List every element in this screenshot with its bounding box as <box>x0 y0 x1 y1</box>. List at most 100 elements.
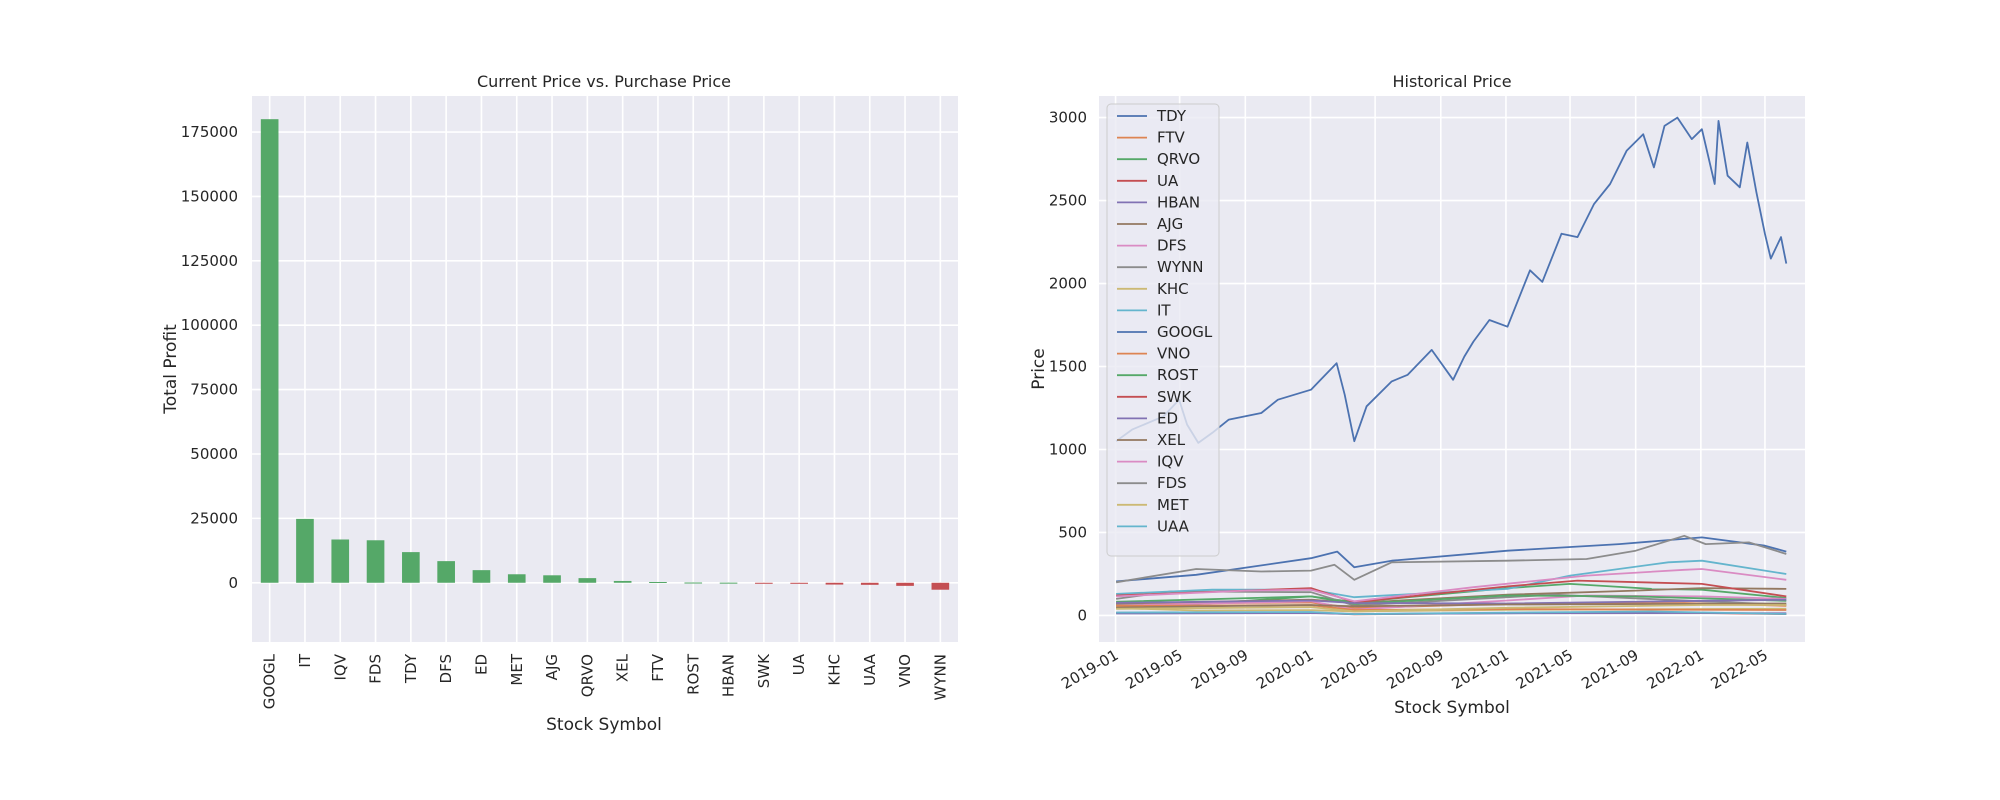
bar-x-tick-label: HBAN <box>720 654 738 697</box>
bar-ajg <box>543 575 561 583</box>
bar-x-tick-label: SWK <box>755 653 773 688</box>
legend-label: AJG <box>1157 215 1183 233</box>
bar-khc <box>825 582 844 585</box>
line-y-tick-label: 2500 <box>1049 192 1087 210</box>
legend-label: FTV <box>1157 129 1186 147</box>
bar-wynn <box>931 582 950 590</box>
line-chart-title: Historical Price <box>1392 72 1511 91</box>
bar-qrvo <box>578 578 597 583</box>
bar-y-tick-label: 50000 <box>190 445 238 463</box>
legend-label: SWK <box>1157 388 1192 406</box>
line-uaa <box>1116 610 1787 615</box>
bar-iqv <box>331 539 350 583</box>
bar-x-tick-label: XEL <box>614 653 632 682</box>
bar-x-tick-label: FTV <box>649 653 667 682</box>
legend-label: MET <box>1157 496 1189 514</box>
bar-x-tick-label: UAA <box>861 653 879 686</box>
bar-x-tick-label: GOOGL <box>261 653 279 709</box>
line-chart-panel: Historical Price 0 500 1000 1500 2000 2500 300… <box>1029 72 1805 718</box>
bar-chart-panel: Current Price vs. Purchase Price 0 25000 5… <box>161 72 958 735</box>
bar-ftv <box>649 581 667 583</box>
line-x-axis-label: Stock Symbol <box>1394 698 1510 718</box>
line-fds <box>1115 534 1787 584</box>
bar-x-tick-label: KHC <box>825 654 843 686</box>
line-y-tick-label: 3000 <box>1049 109 1087 127</box>
legend-label: UAA <box>1157 517 1190 535</box>
bar-y-tick-label: 125000 <box>181 252 238 270</box>
bar-y-tick-label: 150000 <box>181 187 238 205</box>
bar-x-axis-label: Stock Symbol <box>546 715 662 735</box>
bar-uaa <box>860 582 879 585</box>
bar-x-tick-labels: GOOGL IT IQV FDS TDY DFS ED MET AJG QRVO XEL FTV ROS… <box>261 653 950 709</box>
bar-y-tick-label: 100000 <box>181 316 238 334</box>
line-tdy <box>1116 536 1787 583</box>
legend-label: DFS <box>1157 237 1186 255</box>
bar-x-tick-label: VNO <box>896 654 914 687</box>
bar-x-tick-label: AJG <box>543 654 561 680</box>
legend-label: HBAN <box>1157 193 1200 211</box>
line-legend: TDY FTV QRVO UA HBAN AJG DFS WYNN KHC IT GOOGL VNO R… <box>1106 103 1220 557</box>
bar-it <box>296 518 314 583</box>
line-y-tick-label: 1500 <box>1049 358 1087 376</box>
line-series <box>1115 116 1788 616</box>
bar-series <box>260 119 950 590</box>
legend-label: IQV <box>1157 453 1184 471</box>
legend-label: WYNN <box>1157 258 1203 276</box>
bar-x-tick-label: UA <box>790 653 808 675</box>
bar-met <box>507 574 526 583</box>
bar-x-tick-label: WYNN <box>931 654 949 700</box>
bar-googl <box>260 119 279 583</box>
legend-label: FDS <box>1157 474 1187 492</box>
legend-label: IT <box>1157 301 1171 319</box>
bar-tdy <box>402 552 420 583</box>
bar-chart-title: Current Price vs. Purchase Price <box>477 72 731 91</box>
line-y-axis-label: Price <box>1029 348 1049 389</box>
bar-vno <box>896 582 914 586</box>
bar-rost <box>684 582 703 584</box>
bar-swk <box>755 582 773 584</box>
legend-label: QRVO <box>1157 150 1200 168</box>
line-y-tick-label: 500 <box>1058 523 1087 541</box>
legend-label: UA <box>1157 172 1179 190</box>
line-it <box>1116 559 1787 599</box>
bar-dfs <box>437 561 455 583</box>
bar-fds <box>366 540 385 583</box>
bar-ua <box>790 582 808 584</box>
legend-label: KHC <box>1157 280 1189 298</box>
line-iqv <box>1116 568 1787 603</box>
bar-x-tick-label: FDS <box>367 654 385 684</box>
line-xel <box>1116 602 1787 609</box>
legend-label: VNO <box>1157 345 1190 363</box>
bar-y-tick-label: 25000 <box>190 509 238 527</box>
bar-x-tick-label: DFS <box>437 654 455 683</box>
bar-xel <box>613 580 632 583</box>
line-wynn <box>1115 590 1787 607</box>
line-swk <box>1116 579 1787 604</box>
bar-x-tick-label: IT <box>296 653 314 667</box>
bar-x-tick-label: MET <box>508 653 526 685</box>
bar-x-tick-label: ED <box>472 654 490 675</box>
legend-label: GOOGL <box>1157 323 1213 341</box>
bar-y-tick-label: 75000 <box>190 381 238 399</box>
bar-x-tick-label: ROST <box>684 653 702 695</box>
bar-y-tick-labels: 0 25000 50000 75000 100000 125000 150000 175000 <box>181 123 238 592</box>
bar-x-tick-label: IQV <box>331 653 349 680</box>
legend-label: ROST <box>1157 366 1199 384</box>
line-y-tick-label: 2000 <box>1049 275 1087 293</box>
bar-y-tick-label: 175000 <box>181 123 238 141</box>
bar-ed <box>472 570 491 583</box>
line-rost <box>1116 594 1787 605</box>
bar-plot-area <box>252 96 958 642</box>
line-met <box>1116 604 1787 613</box>
legend-label: XEL <box>1157 431 1186 449</box>
legend-box <box>1106 103 1220 557</box>
bar-y-axis-label: Total Profit <box>161 324 181 415</box>
line-y-tick-label: 1000 <box>1049 440 1087 458</box>
line-ed <box>1116 598 1787 605</box>
bar-hban <box>719 582 738 584</box>
bar-x-tick-label: QRVO <box>578 654 596 697</box>
line-y-tick-labels: 0 500 1000 1500 2000 2500 3000 <box>1049 109 1087 625</box>
legend-label: TDY <box>1156 107 1187 125</box>
line-y-tick-label: 0 <box>1077 606 1087 624</box>
